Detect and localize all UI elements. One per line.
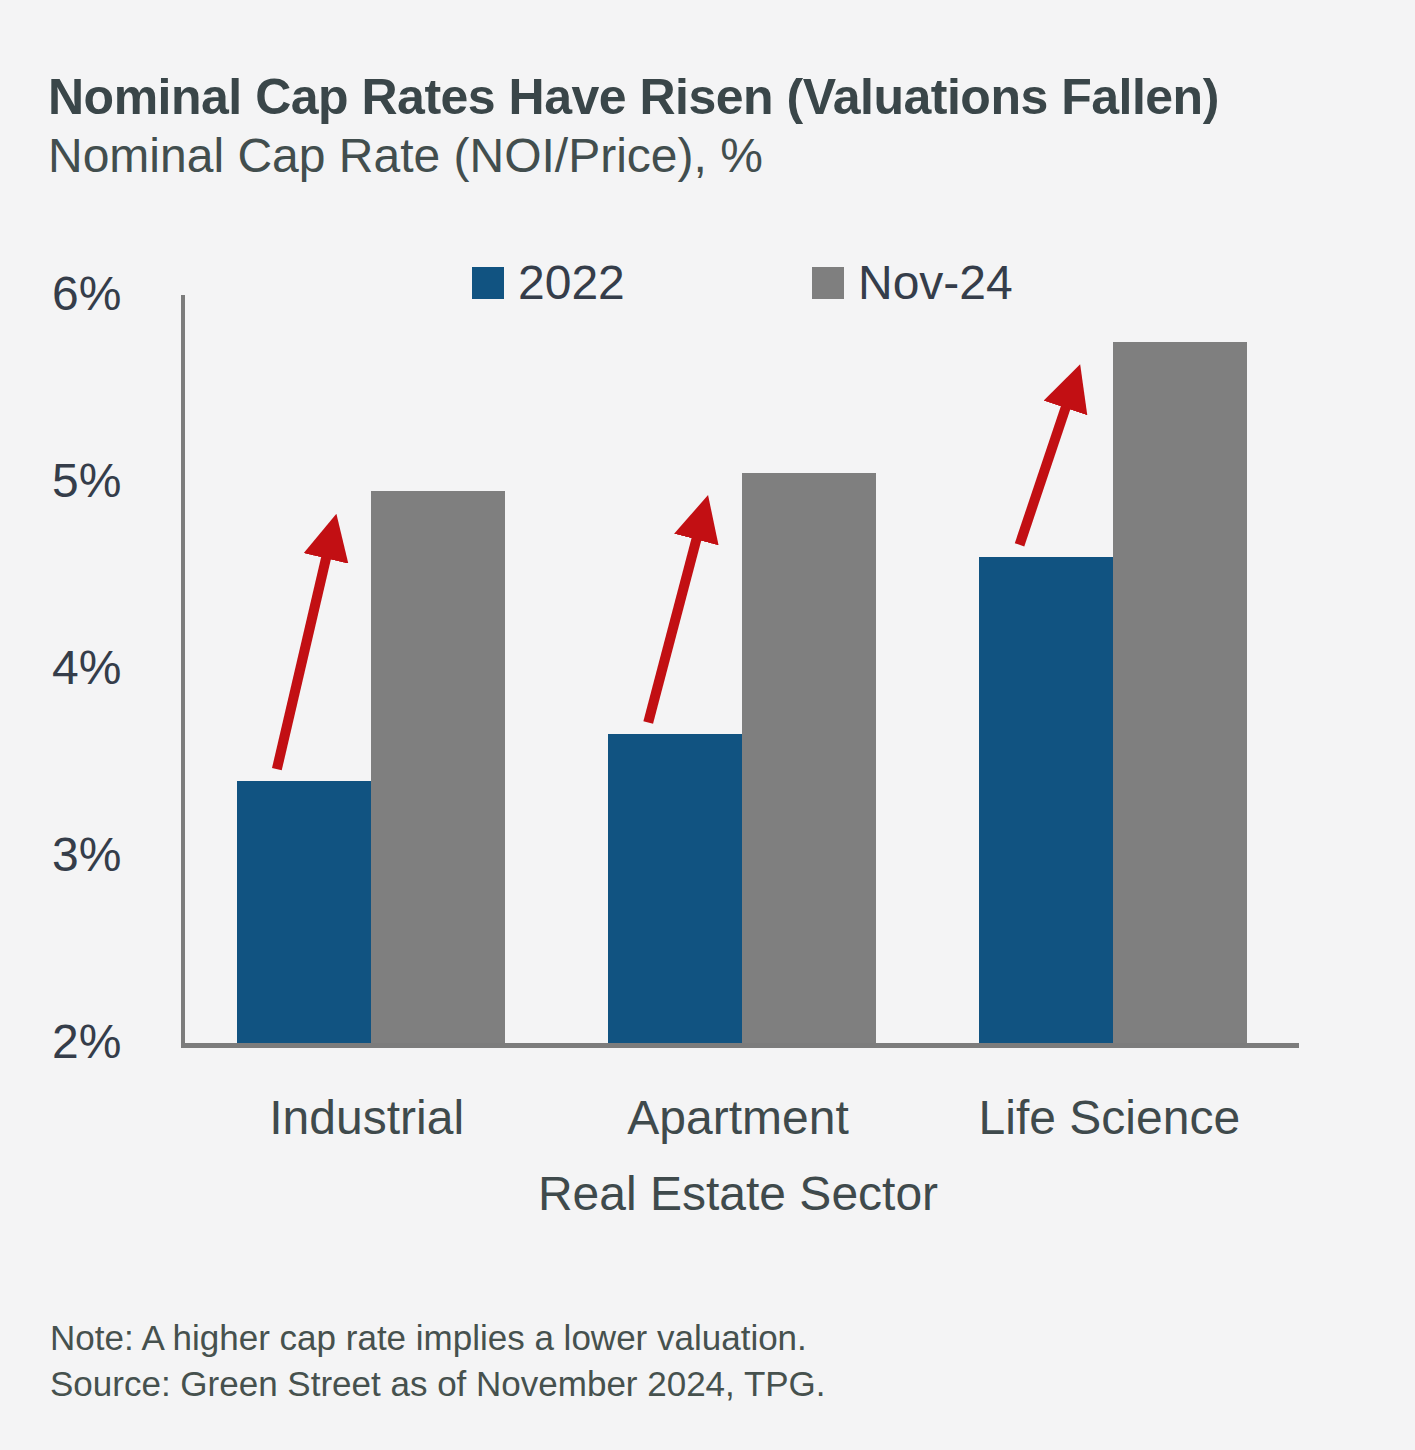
- source-text: Source: Green Street as of November 2024…: [50, 1364, 826, 1404]
- page-root: { "title": "Nominal Cap Rates Have Risen…: [0, 0, 1415, 1450]
- bar-nov-24-life-science: [1113, 342, 1247, 1043]
- plot-area: [181, 295, 1299, 1048]
- bar-nov-24-apartment: [742, 473, 876, 1043]
- trend-arrow-life-science: [1020, 376, 1077, 545]
- trend-arrow-apartment: [648, 507, 705, 723]
- y-tick-label: 2%: [52, 1014, 121, 1069]
- y-tick-label: 3%: [52, 827, 121, 882]
- y-tick-label: 5%: [52, 453, 121, 508]
- note-text: Note: A higher cap rate implies a lower …: [50, 1318, 807, 1358]
- bar-2022-apartment: [608, 734, 742, 1043]
- bar-nov-24-industrial: [371, 491, 505, 1043]
- chart-subtitle: Nominal Cap Rate (NOI/Price), %: [48, 128, 763, 183]
- chart-title: Nominal Cap Rates Have Risen (Valuations…: [48, 68, 1219, 126]
- x-axis-title: Real Estate Sector: [538, 1166, 938, 1221]
- x-tick-label-industrial: Industrial: [269, 1090, 464, 1145]
- x-tick-label-life-science: Life Science: [979, 1090, 1241, 1145]
- y-tick-label: 4%: [52, 640, 121, 695]
- trend-arrow-industrial: [277, 525, 334, 769]
- x-tick-label-apartment: Apartment: [627, 1090, 848, 1145]
- y-tick-label: 6%: [52, 266, 121, 321]
- bar-2022-industrial: [237, 781, 371, 1043]
- bar-2022-life-science: [979, 557, 1113, 1043]
